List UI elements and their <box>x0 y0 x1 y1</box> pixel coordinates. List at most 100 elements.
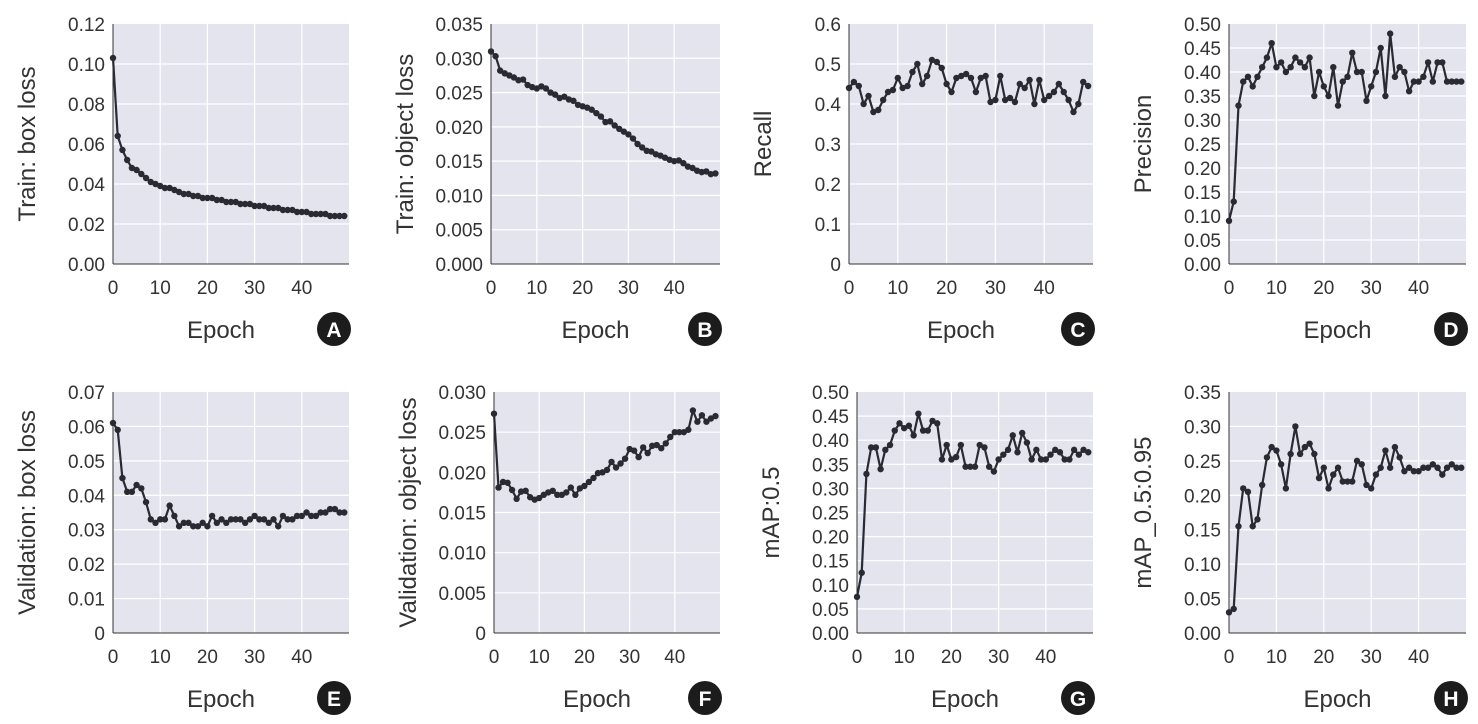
x-tick-label: 20 <box>1313 278 1334 299</box>
y-tick-label: 0.05 <box>812 600 849 621</box>
data-point <box>508 486 516 494</box>
data-point <box>863 470 870 478</box>
data-point <box>1254 516 1261 523</box>
data-point <box>938 64 945 72</box>
data-point <box>629 135 637 142</box>
data-point <box>1031 100 1038 108</box>
y-axis-label: Validation: box loss <box>14 410 41 615</box>
data-point <box>1320 464 1328 471</box>
x-tick-label: 0 <box>852 647 863 668</box>
y-tick-label: 0.010 <box>438 544 486 565</box>
data-point <box>1292 423 1299 430</box>
data-point <box>190 523 197 530</box>
data-point <box>1420 73 1427 81</box>
data-point <box>952 453 960 461</box>
data-point <box>597 113 605 120</box>
data-point <box>972 88 980 96</box>
data-point <box>1453 78 1460 85</box>
data-point <box>504 479 511 486</box>
data-point <box>1037 456 1045 463</box>
data-point <box>331 505 339 513</box>
x-tick-label: 10 <box>526 278 547 299</box>
chart-panel-f: 0 0.005 0.010 0.015 0.020 0.025 0.030 0 10 20 30 40… <box>395 383 722 715</box>
x-axis-label: Epoch <box>1303 317 1371 344</box>
data-point <box>938 456 946 463</box>
x-tick-label: 20 <box>197 278 218 299</box>
data-point <box>1006 94 1014 102</box>
data-point <box>987 98 994 106</box>
data-point <box>492 53 499 60</box>
y-tick-label: 0.25 <box>812 504 849 525</box>
data-point <box>865 92 872 100</box>
data-point <box>1021 84 1028 92</box>
data-point <box>1353 68 1361 76</box>
data-point <box>612 464 620 471</box>
data-point <box>161 184 169 192</box>
data-point <box>1019 429 1026 437</box>
y-tick-label: 0.005 <box>438 584 486 605</box>
y-tick-label: 0.06 <box>68 417 105 438</box>
data-point <box>312 210 320 218</box>
data-point <box>1028 456 1035 463</box>
data-point <box>1258 481 1266 489</box>
x-tick-label: 0 <box>108 278 119 299</box>
data-point <box>1339 78 1346 85</box>
data-point <box>957 441 965 449</box>
data-point <box>260 516 268 523</box>
data-point <box>995 456 1002 463</box>
x-axis-label: Epoch <box>187 317 255 344</box>
chart-panel-e: 0 0.01 0.02 0.03 0.04 0.05 0.06 0.07 0 10 20 30 40 Ep… <box>14 383 351 715</box>
data-point <box>1230 198 1237 205</box>
data-point <box>270 204 277 212</box>
data-point <box>948 88 955 96</box>
panel-letter: F <box>699 688 712 711</box>
y-tick-label: 0 <box>94 624 105 645</box>
panel-badge <box>688 681 722 715</box>
y-tick-label: 0.40 <box>812 431 849 452</box>
y-tick-label: 0.015 <box>438 504 486 525</box>
data-point <box>608 458 615 466</box>
data-point <box>1244 73 1252 81</box>
x-tick-label: 0 <box>1224 647 1235 668</box>
data-point <box>606 118 614 125</box>
data-point <box>1358 461 1365 468</box>
data-point <box>572 491 579 499</box>
data-point <box>1458 464 1465 471</box>
data-point <box>694 418 701 425</box>
data-point <box>1080 446 1087 454</box>
y-tick-label: 0.030 <box>438 383 486 404</box>
data-point <box>199 519 206 527</box>
data-point <box>293 512 301 520</box>
data-point <box>1042 456 1050 463</box>
data-point <box>858 569 865 576</box>
data-point <box>1258 63 1266 71</box>
data-point <box>1060 88 1067 96</box>
data-point <box>119 474 126 482</box>
data-point <box>1434 59 1441 66</box>
data-point <box>279 206 287 214</box>
data-point <box>910 432 917 439</box>
y-tick-label: 0.30 <box>812 479 849 500</box>
data-point <box>625 131 632 138</box>
data-point <box>967 74 975 82</box>
data-point <box>142 498 150 506</box>
data-point <box>519 76 527 83</box>
y-tick-label: 0.005 <box>435 221 483 242</box>
panel-badge <box>1061 312 1095 346</box>
data-point <box>1382 92 1389 100</box>
data-point <box>275 523 282 530</box>
data-point <box>256 516 263 523</box>
data-point <box>1287 63 1294 71</box>
data-point <box>495 484 502 491</box>
data-point <box>894 74 901 82</box>
data-point <box>891 427 898 434</box>
y-tick-label: 0.05 <box>1184 231 1221 252</box>
data-point <box>658 445 665 452</box>
panel-badge <box>1434 681 1468 715</box>
panel-letter: E <box>327 688 341 711</box>
x-axis-label: Epoch <box>563 686 631 713</box>
y-tick-label: 0.02 <box>68 215 105 236</box>
data-point <box>1424 59 1432 66</box>
data-point <box>1225 217 1233 224</box>
data-point <box>1292 54 1299 61</box>
